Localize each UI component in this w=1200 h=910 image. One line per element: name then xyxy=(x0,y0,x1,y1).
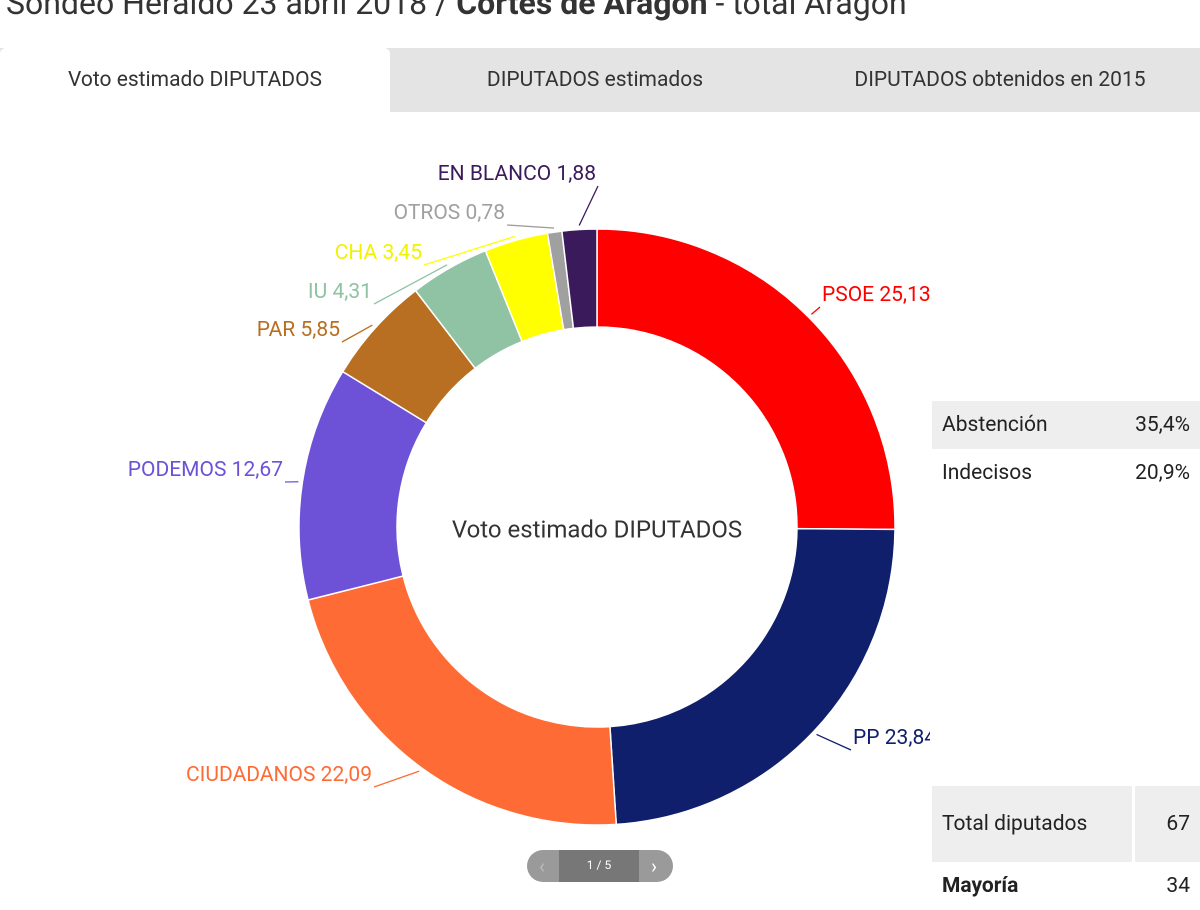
leader-line xyxy=(374,771,419,787)
prev-button[interactable]: ‹ xyxy=(539,854,545,878)
title-part: - total Aragón xyxy=(708,0,907,22)
label-value: 1,88 xyxy=(556,162,596,186)
tab[interactable]: Voto estimado DIPUTADOS xyxy=(0,48,390,112)
data-label: CHA 3,45 xyxy=(335,241,422,265)
data-label: CIUDADANOS 22,09 xyxy=(186,763,372,787)
leader-line xyxy=(579,186,598,226)
label-value: 4,31 xyxy=(332,280,372,304)
center-label: Voto estimado DIPUTADOS xyxy=(452,515,742,543)
label-category: OTROS xyxy=(394,201,461,225)
label-category: CIUDADANOS xyxy=(186,763,315,787)
tab[interactable]: DIPUTADOS obtenidos en 2015 xyxy=(800,48,1200,112)
cell: Mayoría xyxy=(932,862,1134,910)
title-part: Sondeo Heraldo 23 abril 2018 / xyxy=(6,0,456,22)
tab-bar: Voto estimado DIPUTADOS DIPUTADOS estima… xyxy=(0,48,1200,112)
cell: 20,9% xyxy=(1100,449,1200,497)
donut-slice xyxy=(597,229,895,529)
leader-line xyxy=(816,734,851,750)
leader-line xyxy=(507,225,554,228)
cell: Abstención xyxy=(932,401,1100,449)
next-button[interactable]: › xyxy=(651,854,657,878)
cell: 35,4% xyxy=(1100,401,1200,449)
donut-chart: Voto estimado DIPUTADOS PSOE 25,13 PP 23,… xyxy=(0,110,930,900)
pager-count: 1 / 5 xyxy=(559,858,639,872)
leader-line xyxy=(811,307,820,314)
label-value: 5,85 xyxy=(300,318,340,342)
label-value: 22,09 xyxy=(321,763,372,787)
data-label: PSOE 25,13 xyxy=(822,283,930,307)
data-label: OTROS 0,78 xyxy=(394,201,505,225)
data-label: EN BLANCO 1,88 xyxy=(438,162,596,186)
tab[interactable]: DIPUTADOS estimados xyxy=(400,48,790,112)
data-label: PAR 5,85 xyxy=(257,318,340,342)
donut-slice xyxy=(308,576,616,825)
cell: 67 xyxy=(1134,786,1200,862)
cell: Total diputados xyxy=(932,786,1134,862)
label-value: 3,45 xyxy=(382,241,422,265)
label-category: CHA xyxy=(335,241,378,265)
label-category: IU xyxy=(308,280,327,304)
cell: Indecisos xyxy=(932,449,1100,497)
label-value: 0,78 xyxy=(465,201,505,225)
label-category: EN BLANCO xyxy=(438,162,552,186)
label-category: PSOE xyxy=(822,283,874,307)
label-category: PAR xyxy=(257,318,296,342)
data-label: PODEMOS 12,67 xyxy=(128,458,283,482)
title-bold: Cortes de Aragón xyxy=(456,0,707,22)
pager: ‹ 1 / 5 › xyxy=(527,850,673,882)
cell: 34 xyxy=(1134,862,1200,910)
page-title: Sondeo Heraldo 23 abril 2018 / Cortes de… xyxy=(6,0,907,22)
data-label: PP 23,84 xyxy=(853,726,930,750)
label-category: PODEMOS xyxy=(128,458,227,482)
label-value: 23,84 xyxy=(885,726,930,750)
data-label: IU 4,31 xyxy=(308,280,372,304)
label-value: 25,13 xyxy=(879,283,930,307)
donut-slice xyxy=(610,529,895,825)
label-category: PP xyxy=(853,726,880,750)
label-value: 12,67 xyxy=(232,458,283,482)
